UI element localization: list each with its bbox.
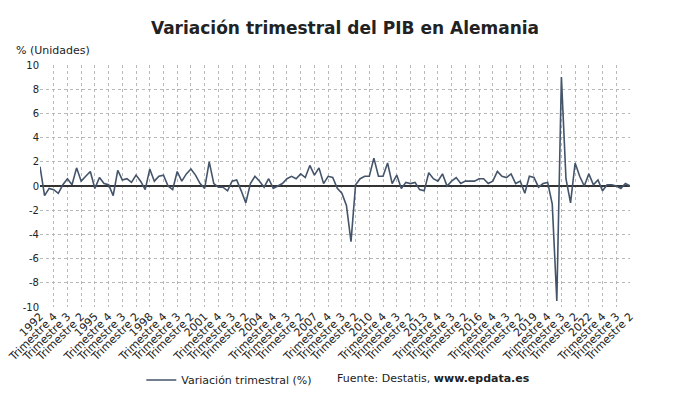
svg-text:-10: -10 (23, 302, 39, 313)
svg-text:2016: 2016 (456, 310, 485, 339)
svg-text:Trimestre 4: Trimestre 4 (226, 310, 280, 364)
svg-text:Trimestre 4: Trimestre 4 (500, 310, 554, 364)
svg-text:Trimestre 3: Trimestre 3 (239, 310, 293, 364)
svg-text:Variación trimestral (%): Variación trimestral (%) (181, 374, 311, 387)
svg-text:Trimestre 2: Trimestre 2 (143, 310, 197, 364)
svg-text:Trimestre 2: Trimestre 2 (34, 310, 88, 364)
svg-text:Trimestre 3: Trimestre 3 (514, 310, 568, 364)
svg-text:Trimestre 4: Trimestre 4 (335, 310, 389, 364)
svg-text:Fuente: Destatis, www.epdata.e: Fuente: Destatis, www.epdata.es (337, 372, 530, 385)
svg-text:Trimestre 2: Trimestre 2 (473, 310, 527, 364)
svg-text:1995: 1995 (72, 310, 101, 339)
svg-text:1992: 1992 (17, 310, 46, 339)
svg-text:Trimestre 2: Trimestre 2 (363, 310, 417, 364)
svg-text:Trimestre 4: Trimestre 4 (171, 310, 225, 364)
svg-text:2013: 2013 (401, 310, 430, 339)
svg-text:Trimestre 3: Trimestre 3 (130, 310, 184, 364)
svg-text:-2: -2 (29, 205, 39, 216)
svg-text:2010: 2010 (346, 310, 375, 339)
svg-text:Trimestre 2: Trimestre 2 (528, 310, 582, 364)
svg-text:Trimestre 3: Trimestre 3 (569, 310, 623, 364)
svg-text:-4: -4 (29, 229, 39, 240)
svg-text:Trimestre 4: Trimestre 4 (390, 310, 444, 364)
svg-text:Variación trimestral del PIB e: Variación trimestral del PIB en Alemania (151, 18, 539, 38)
svg-text:2001: 2001 (182, 310, 211, 339)
svg-text:0: 0 (33, 181, 39, 192)
svg-text:Trimestre 3: Trimestre 3 (75, 310, 129, 364)
svg-text:Trimestre 2: Trimestre 2 (418, 310, 472, 364)
svg-text:10: 10 (26, 60, 39, 71)
svg-text:8: 8 (33, 84, 39, 95)
svg-text:Trimestre 2: Trimestre 2 (582, 310, 636, 364)
svg-text:6: 6 (33, 108, 39, 119)
svg-text:Trimestre 4: Trimestre 4 (445, 310, 499, 364)
svg-text:Trimestre 3: Trimestre 3 (404, 310, 458, 364)
svg-text:Trimestre 4: Trimestre 4 (555, 310, 609, 364)
svg-text:2022: 2022 (566, 310, 595, 339)
svg-text:4: 4 (33, 132, 39, 143)
svg-text:Trimestre 3: Trimestre 3 (185, 310, 239, 364)
svg-text:Trimestre 4: Trimestre 4 (281, 310, 335, 364)
svg-text:-8: -8 (29, 277, 39, 288)
svg-text:Trimestre 3: Trimestre 3 (349, 310, 403, 364)
svg-text:Trimestre 2: Trimestre 2 (198, 310, 252, 364)
svg-text:2019: 2019 (511, 310, 540, 339)
svg-text:2004: 2004 (237, 310, 266, 339)
svg-text:Trimestre 4: Trimestre 4 (6, 310, 60, 364)
svg-text:2007: 2007 (291, 310, 320, 339)
svg-text:Trimestre 3: Trimestre 3 (294, 310, 348, 364)
svg-text:% (Unidades): % (Unidades) (16, 44, 90, 57)
svg-text:Trimestre 3: Trimestre 3 (20, 310, 74, 364)
svg-text:-6: -6 (29, 253, 39, 264)
svg-text:2: 2 (33, 156, 39, 167)
svg-text:Trimestre 4: Trimestre 4 (116, 310, 170, 364)
svg-text:Trimestre 2: Trimestre 2 (88, 310, 142, 364)
svg-text:Trimestre 2: Trimestre 2 (253, 310, 307, 364)
svg-text:Trimestre 3: Trimestre 3 (459, 310, 513, 364)
svg-text:Trimestre 4: Trimestre 4 (61, 310, 115, 364)
svg-text:Trimestre 2: Trimestre 2 (308, 310, 362, 364)
svg-text:1998: 1998 (127, 310, 156, 339)
